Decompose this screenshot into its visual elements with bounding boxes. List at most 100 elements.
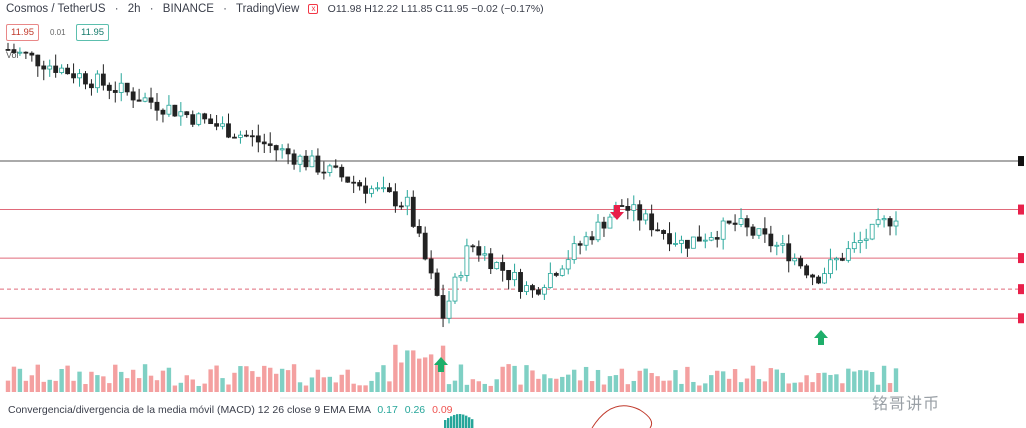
volume-bar-32 [196, 385, 201, 392]
volume-bar-89 [536, 378, 541, 392]
candle-body-39 [238, 134, 243, 138]
volume-bar-51 [309, 377, 315, 392]
candle-body-140 [839, 258, 845, 261]
candle-body-24 [148, 97, 154, 103]
candle-body-16 [100, 73, 106, 86]
candle-body-5 [35, 54, 41, 67]
volume-bar-2 [17, 368, 23, 392]
candle-body-9 [59, 67, 65, 73]
volume-bar-3 [23, 380, 29, 392]
candle-body-11 [71, 73, 76, 79]
volume-bar-102 [613, 375, 619, 392]
candle-body-41 [249, 135, 255, 138]
candle-body-111 [667, 233, 672, 245]
candle-body-110 [661, 230, 666, 234]
volume-bar-16 [101, 376, 106, 392]
candle-body-104 [625, 206, 631, 211]
candle-body-95 [571, 243, 577, 261]
candle-body-127 [762, 228, 768, 235]
candlesticks [5, 42, 899, 328]
volume-bar-121 [726, 378, 732, 392]
candle-body-8 [53, 65, 59, 73]
volume-bar-140 [840, 383, 845, 392]
candle-body-17 [106, 84, 112, 91]
candle-body-31 [190, 114, 196, 125]
candle-body-89 [536, 289, 541, 295]
volume-bar-12 [77, 371, 82, 392]
watermark: 铭哥讲币 [872, 396, 941, 413]
volume-bar-106 [637, 370, 642, 392]
volume-bar-61 [369, 380, 374, 392]
candle-body-73 [440, 295, 446, 319]
volume-bar-30 [184, 375, 189, 392]
macd-title: Convergencia/divergencia de la media móv… [8, 404, 371, 416]
candle-body-87 [524, 285, 529, 292]
candle-body-13 [83, 73, 88, 85]
volume-bar-116 [697, 385, 702, 392]
candle-body-113 [679, 239, 684, 244]
chart-header: Cosmos / TetherUS · 2h · BINANCE · Tradi… [6, 3, 544, 15]
volume-bar-20 [124, 378, 130, 392]
candle-body-21 [130, 91, 136, 101]
candle-body-133 [798, 258, 804, 267]
macd-bar-5 [459, 414, 462, 428]
volume-bar-96 [577, 380, 583, 392]
candle-body-103 [619, 205, 625, 207]
candle-body-6 [41, 65, 47, 70]
volume-bar-11 [71, 380, 76, 392]
candle-body-82 [494, 262, 500, 270]
volume-bar-21 [130, 369, 136, 392]
volume-bar-36 [220, 378, 225, 392]
candle-body-101 [607, 216, 613, 229]
volume-bar-37 [226, 384, 231, 392]
candle-body-56 [339, 166, 345, 178]
candle-body-64 [387, 187, 392, 193]
volume-bar-24 [148, 375, 154, 392]
candle-body-34 [208, 118, 214, 125]
volume-bar-22 [136, 378, 142, 392]
volume-bar-49 [297, 382, 303, 392]
candle-body-139 [834, 258, 839, 261]
volume-bar-70 [422, 357, 428, 392]
volume-bar-52 [315, 369, 321, 392]
candle-body-15 [94, 73, 100, 89]
candle-body-32 [196, 113, 202, 125]
candle-body-46 [279, 148, 285, 151]
candle-body-114 [685, 239, 690, 249]
interval-label[interactable]: 2h [127, 3, 141, 15]
macd-highlight-circle [591, 405, 653, 428]
macd-bar-0 [444, 420, 447, 428]
candle-body-42 [255, 135, 261, 143]
candle-body-100 [601, 221, 607, 229]
candle-body-68 [410, 196, 416, 227]
candle-body-118 [708, 237, 714, 241]
volume-bar-55 [333, 382, 338, 392]
buy-arrow-icon-0 [434, 357, 448, 372]
candle-body-50 [303, 155, 309, 168]
volume-bar-120 [720, 371, 726, 392]
volume-bar-68 [411, 350, 416, 392]
candle-body-147 [881, 218, 887, 221]
candle-body-47 [285, 148, 291, 155]
volume-bar-77 [464, 384, 470, 392]
volume-bar-88 [530, 370, 535, 392]
volume-bar-123 [738, 382, 744, 392]
candle-body-7 [47, 65, 53, 70]
volume-bar-1 [11, 366, 17, 392]
candle-body-77 [464, 245, 470, 276]
volume-bar-111 [667, 380, 672, 392]
volume-bar-122 [732, 369, 738, 392]
close-icon[interactable]: x [308, 4, 319, 14]
exchange-label: BINANCE [162, 3, 214, 15]
volume-bar-25 [154, 380, 160, 392]
bid-price-box[interactable]: 11.95 [6, 24, 40, 41]
volume-bar-127 [762, 381, 768, 392]
candle-body-58 [351, 181, 357, 184]
volume-bar-66 [399, 362, 404, 392]
symbol-label[interactable]: Cosmos / TetherUS [6, 3, 106, 15]
ask-price-box[interactable]: 11.95 [76, 24, 110, 41]
volume-bar-100 [601, 384, 607, 392]
candle-body-54 [327, 165, 333, 173]
volume-bar-149 [893, 368, 899, 392]
